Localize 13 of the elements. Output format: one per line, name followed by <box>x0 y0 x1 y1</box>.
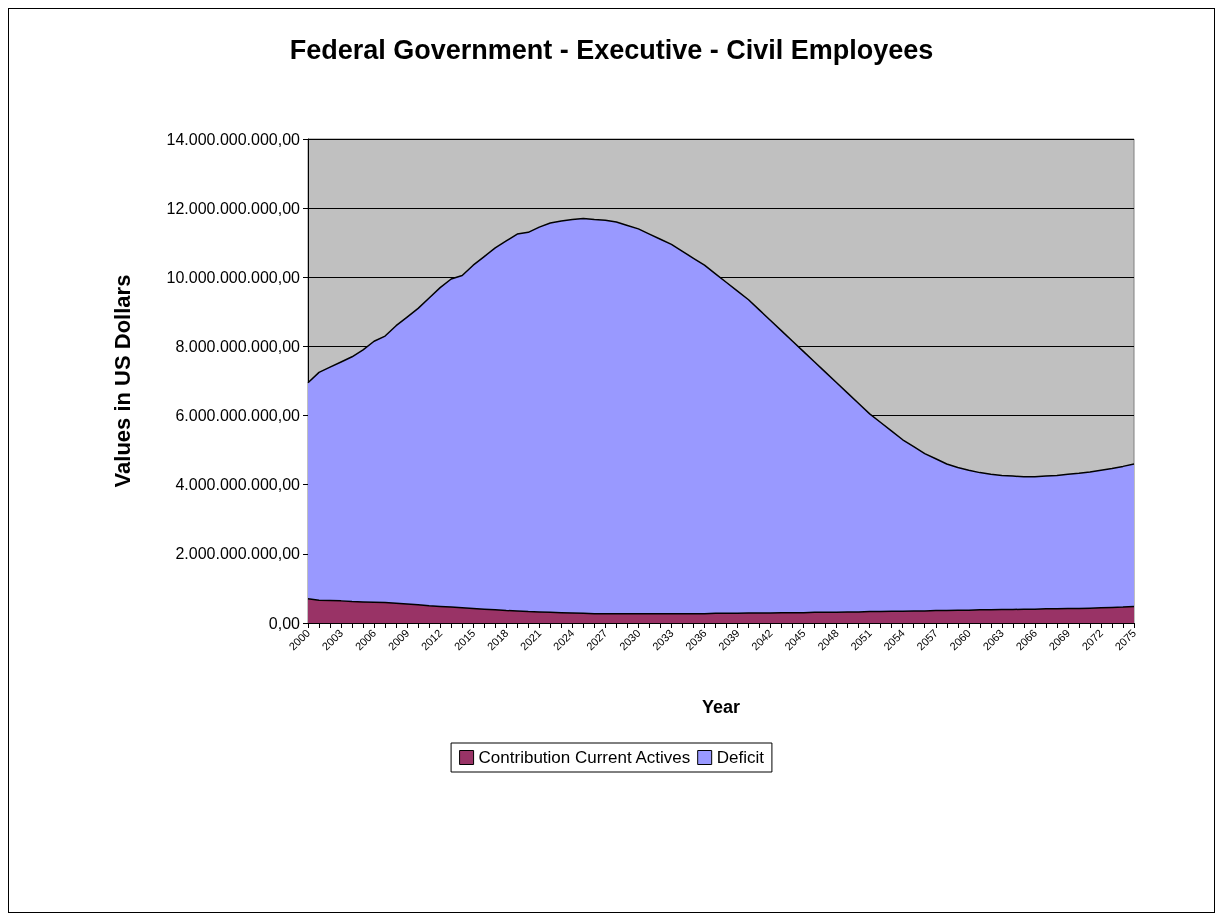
y-tick-label: 10.000.000.000,00 <box>166 268 301 286</box>
y-tick-label: 8.000.000.000,00 <box>175 337 301 355</box>
y-axis-title: Values in US Dollars <box>109 274 135 488</box>
y-tick-label: 2.000.000.000,00 <box>175 545 301 563</box>
y-tick-label: 6.000.000.000,00 <box>175 407 301 425</box>
y-tick-label: 14.000.000.000,00 <box>166 130 301 148</box>
legend-label: Contribution Current Actives <box>478 748 691 767</box>
y-tick-label: 4.000.000.000,00 <box>175 476 301 494</box>
chart-title: Federal Government - Executive - Civil Employees <box>289 34 934 65</box>
y-tick-label: 12.000.000.000,00 <box>166 199 301 217</box>
y-tick-label: 0,00 <box>268 614 301 632</box>
legend-label: Deficit <box>716 748 765 767</box>
x-axis-title: Year <box>701 697 741 717</box>
